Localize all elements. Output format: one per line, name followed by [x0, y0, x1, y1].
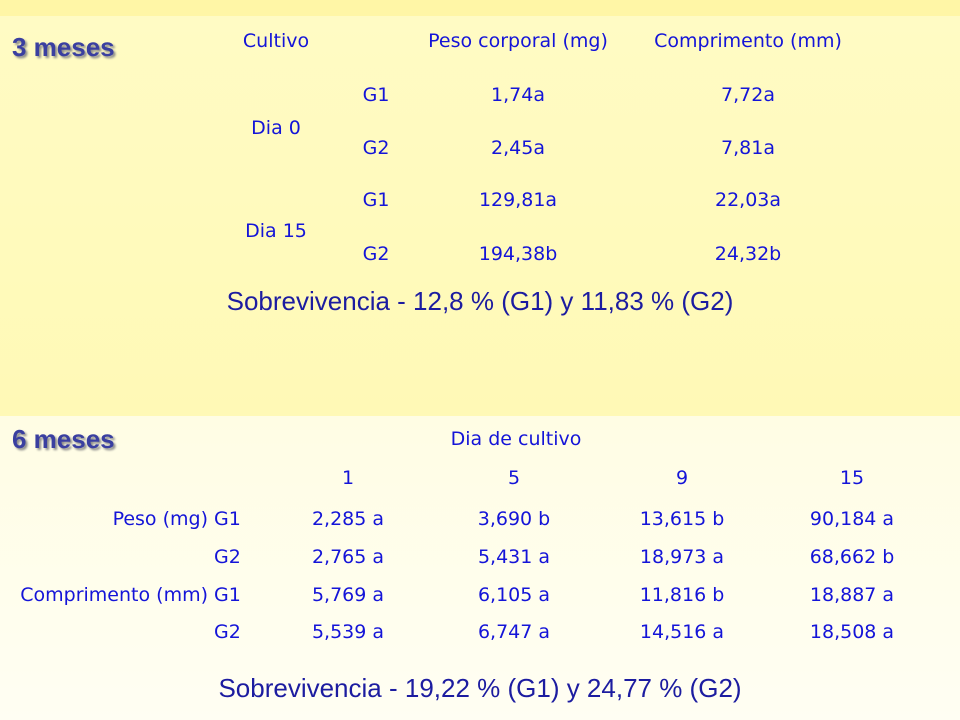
group-label: G2	[214, 546, 241, 568]
peso-value: 1,74a	[491, 84, 545, 106]
table-cell: 18,508 a	[809, 621, 895, 643]
header-peso-corporal: Peso corporal (mg)	[428, 30, 608, 52]
group-label: G2	[214, 621, 241, 643]
comprimento-value: 7,72a	[721, 84, 775, 106]
table-cell: 2,765 a	[311, 546, 385, 568]
survival-6-meses: Sobrevivencia - 19,22 % (G1) y 24,77 % (…	[218, 673, 742, 703]
day-label-dia-15: Dia 15	[245, 220, 307, 242]
section-6-meses-panel	[0, 416, 960, 720]
table-cell: 18,973 a	[639, 546, 725, 568]
section-title-6-meses: 6 meses	[12, 424, 115, 454]
comprimento-value: 24,32b	[714, 243, 782, 265]
heading-dia-de-cultivo: Dia de cultivo	[450, 428, 582, 450]
table-cell: 5,769 a	[311, 584, 385, 606]
table-cell: 90,184 a	[809, 508, 895, 530]
peso-value: 194,38b	[478, 243, 558, 265]
day-label-dia-0: Dia 0	[251, 117, 301, 139]
day-header: 5	[507, 467, 521, 489]
table-cell: 6,105 a	[477, 584, 551, 606]
group-label: G1	[362, 84, 390, 106]
peso-value: 129,81a	[478, 189, 558, 211]
table-cell: 11,816 b	[639, 584, 725, 606]
group-label: G1	[214, 508, 241, 530]
group-label: G2	[362, 243, 390, 265]
table-cell: 2,285 a	[311, 508, 385, 530]
table-cell: 13,615 b	[639, 508, 725, 530]
header-comprimento: Comprimento (mm)	[654, 30, 842, 52]
table-cell: 68,662 b	[809, 546, 895, 568]
table-cell: 5,431 a	[477, 546, 551, 568]
table-cell: 14,516 a	[639, 621, 725, 643]
table-cell: 3,690 b	[477, 508, 551, 530]
table-cell: 6,747 a	[477, 621, 551, 643]
peso-value: 2,45a	[491, 137, 545, 159]
day-header: 1	[341, 467, 355, 489]
table-cell: 18,887 a	[809, 584, 895, 606]
group-label: G1	[362, 189, 390, 211]
variable-label-comprimento: Comprimento (mm)	[20, 584, 208, 606]
survival-3-meses: Sobrevivencia - 12,8 % (G1) y 11,83 % (G…	[226, 286, 734, 316]
section-title-3-meses: 3 meses	[12, 32, 115, 62]
comprimento-value: 7,81a	[721, 137, 775, 159]
comprimento-value: 22,03a	[714, 189, 782, 211]
variable-label-peso: Peso (mg)	[112, 508, 208, 530]
top-strip	[0, 0, 960, 16]
day-header: 9	[675, 467, 689, 489]
table-cell: 5,539 a	[311, 621, 385, 643]
section-3-meses-panel	[0, 16, 960, 416]
group-label: G2	[362, 137, 390, 159]
day-header: 15	[839, 467, 865, 489]
group-label: G1	[214, 584, 241, 606]
header-cultivo: Cultivo	[242, 30, 310, 52]
